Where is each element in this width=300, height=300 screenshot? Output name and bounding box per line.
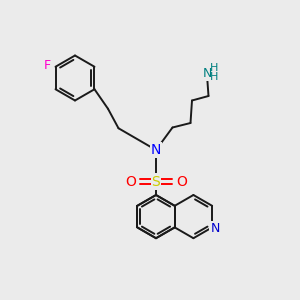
Text: N: N [202, 67, 212, 80]
Text: O: O [176, 175, 187, 188]
Text: S: S [152, 175, 160, 188]
Text: H: H [210, 72, 219, 82]
Text: N: N [151, 143, 161, 157]
Text: F: F [44, 59, 51, 72]
Text: H: H [209, 63, 218, 74]
Text: O: O [125, 175, 136, 188]
Text: N: N [210, 222, 220, 236]
